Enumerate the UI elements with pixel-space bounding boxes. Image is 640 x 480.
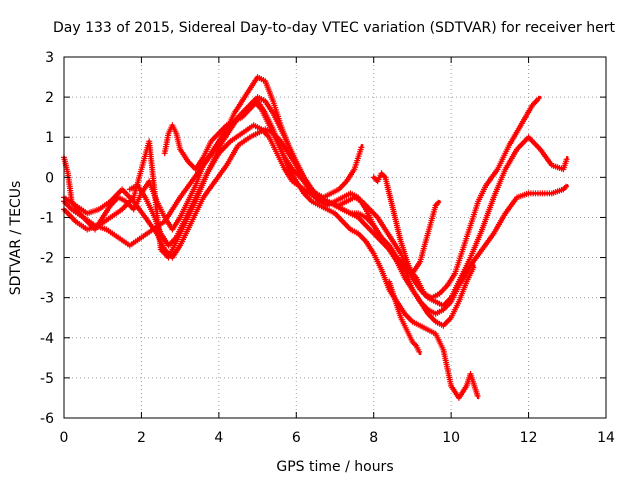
x-tick-label: 8 [369, 430, 378, 446]
x-axis-label: GPS time / hours [276, 459, 393, 475]
chart-title: Day 133 of 2015, Sidereal Day-to-day VTE… [53, 20, 615, 36]
y-tick-label: 1 [45, 130, 54, 146]
y-tick-label: -5 [40, 371, 54, 387]
grid-lines [64, 57, 606, 418]
series-markers [370, 170, 442, 277]
series-track-8 [370, 170, 442, 277]
x-tick-label: 2 [137, 430, 146, 446]
y-tick-label: -6 [40, 411, 54, 427]
x-tick-label: 6 [292, 430, 301, 446]
series-markers [386, 278, 423, 355]
x-tick-label: 4 [214, 430, 223, 446]
y-tick-label: 3 [45, 50, 54, 66]
plot-frame [63, 56, 607, 419]
x-tick-label: 12 [520, 430, 538, 446]
axis-ticks [63, 56, 607, 419]
y-tick-label: 2 [45, 90, 54, 106]
y-tick-label: 0 [45, 170, 54, 186]
y-tick-label: -1 [40, 210, 54, 226]
y-axis-label: SDTVAR / TECUs [8, 181, 24, 296]
y-tick-label: -2 [40, 251, 54, 267]
series-markers [161, 98, 481, 401]
y-tick-label: -3 [40, 291, 54, 307]
x-tick-label: 0 [60, 430, 69, 446]
y-tick-label: -4 [40, 331, 54, 347]
series-track-6 [161, 98, 481, 401]
x-tick-label: 10 [442, 430, 460, 446]
series-track-7 [386, 278, 423, 356]
x-axis-tick-labels: 0 2 4 6 8 10 12 14 [60, 430, 615, 446]
y-axis-tick-labels: 3 2 1 0 -1 -2 -3 -4 -5 -6 [40, 50, 54, 427]
x-tick-label: 14 [597, 430, 615, 446]
series-track-4 [61, 126, 570, 309]
